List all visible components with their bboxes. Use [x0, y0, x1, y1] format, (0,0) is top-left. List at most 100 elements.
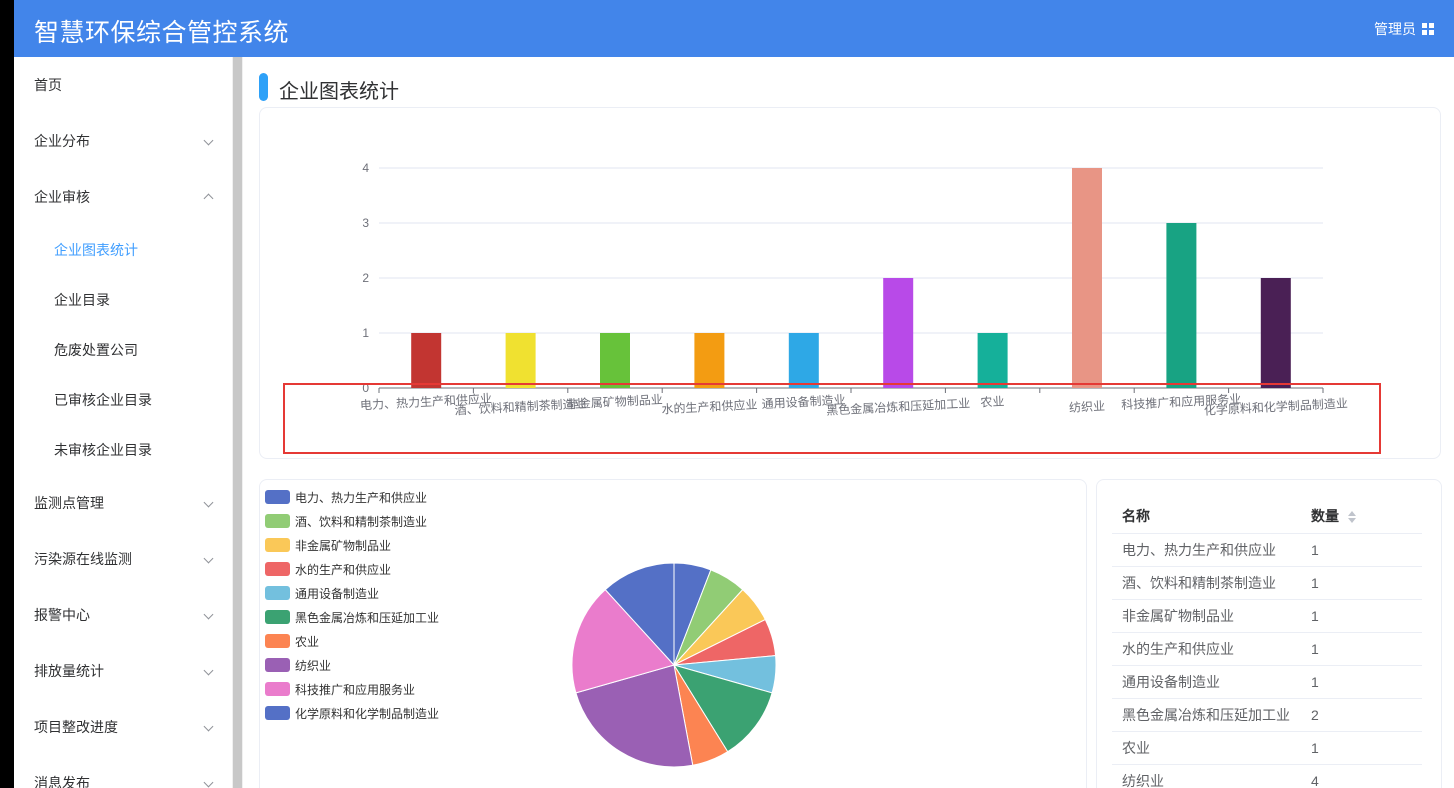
sidebar-item-online-monitoring[interactable]: 污染源在线监测	[14, 531, 232, 587]
legend-item[interactable]: 纺织业	[265, 653, 439, 677]
table-row[interactable]: 非金属矿物制品业 1	[1112, 599, 1422, 633]
legend-label: 通用设备制造业	[295, 586, 380, 601]
cell-name: 水的生产和供应业	[1112, 632, 1301, 666]
chevron-down-icon	[205, 643, 212, 699]
main-content: 企业图表统计 0 1 2 3 4 电力、热力生产和供应业 酒、饮料和精制茶制造业 非金属矿物制…	[243, 57, 1454, 788]
legend-swatch	[265, 634, 290, 648]
bar[interactable]	[1166, 223, 1197, 388]
x-tick-label: 科技推广和应用服务业	[1121, 391, 1242, 412]
sidebar-item-distribution[interactable]: 企业分布	[14, 113, 232, 169]
x-tick-label: 酒、饮料和精制茶制造业	[454, 396, 587, 418]
cell-count: 1	[1301, 632, 1422, 666]
cell-name: 酒、饮料和精制茶制造业	[1112, 566, 1301, 600]
column-header-count[interactable]: 数量	[1301, 499, 1422, 534]
pie-slice[interactable]	[604, 562, 675, 667]
legend-label: 纺织业	[295, 658, 332, 673]
table-row[interactable]: 农业 1	[1112, 731, 1422, 765]
y-tick-label: 2	[362, 271, 369, 285]
sidebar-item-rectification[interactable]: 项目整改进度	[14, 699, 232, 755]
cell-name: 纺织业	[1112, 764, 1301, 788]
bar[interactable]	[411, 333, 442, 388]
x-tick-label: 农业	[980, 394, 1005, 409]
x-tick-label: 纺织业	[1069, 399, 1106, 415]
sidebar-subitem-unaudited[interactable]: 未审核企业目录	[54, 442, 152, 458]
legend-item[interactable]: 化学原料和化学制品制造业	[265, 701, 439, 725]
sidebar-item-label: 项目整改进度	[34, 719, 118, 735]
bar[interactable]	[883, 278, 914, 388]
sidebar-subitem-directory[interactable]: 企业目录	[54, 292, 110, 308]
sidebar-subitem-chart-stats[interactable]: 企业图表统计	[54, 242, 138, 258]
chevron-up-icon	[205, 169, 212, 227]
chevron-down-icon	[205, 113, 212, 169]
sidebar-scroll-thumb[interactable]	[233, 57, 242, 788]
y-tick-label: 1	[362, 326, 369, 340]
grid-icon[interactable]	[1422, 23, 1434, 35]
legend-item[interactable]: 酒、饮料和精制茶制造业	[265, 509, 439, 533]
bar[interactable]	[600, 333, 630, 388]
table-row[interactable]: 通用设备制造业 1	[1112, 665, 1422, 699]
bar[interactable]	[505, 333, 536, 388]
legend-item[interactable]: 黑色金属冶炼和压延加工业	[265, 605, 439, 629]
cell-name: 农业	[1112, 731, 1301, 765]
sidebar: 首页 企业分布 企业审核 企业图表统计 企业目录 危废处置公司 已审核企业目录 …	[14, 57, 232, 788]
table-row[interactable]: 纺织业 4	[1112, 764, 1422, 788]
table-row[interactable]: 水的生产和供应业 1	[1112, 632, 1422, 666]
title-accent-bar	[259, 73, 268, 101]
legend-label: 电力、热力生产和供应业	[295, 490, 428, 505]
legend-label: 化学原料和化学制品制造业	[295, 706, 440, 721]
legend-item[interactable]: 电力、热力生产和供应业	[265, 485, 439, 509]
sidebar-item-label: 企业分布	[34, 133, 90, 149]
legend-swatch	[265, 658, 290, 672]
table-row[interactable]: 电力、热力生产和供应业 1	[1112, 533, 1422, 567]
chevron-down-icon	[205, 587, 212, 643]
cell-count: 4	[1301, 764, 1422, 788]
legend-item[interactable]: 科技推广和应用服务业	[265, 677, 439, 701]
x-tick-label: 非金属矿物制品业	[566, 392, 663, 412]
sidebar-item-audit[interactable]: 企业审核	[14, 169, 232, 225]
bar[interactable]	[1260, 278, 1291, 388]
sidebar-item-monitoring-points[interactable]: 监测点管理	[14, 475, 232, 531]
sidebar-item-home[interactable]: 首页	[14, 57, 232, 113]
bar[interactable]	[977, 333, 1008, 388]
legend-swatch	[265, 490, 290, 504]
bar-chart-card: 0 1 2 3 4 电力、热力生产和供应业 酒、饮料和精制茶制造业 非金属矿物制品业 水的生产和…	[259, 107, 1441, 459]
sidebar-subitem-hazardous-waste[interactable]: 危废处置公司	[54, 342, 138, 358]
sidebar-subitem-audited[interactable]: 已审核企业目录	[54, 392, 152, 408]
user-label[interactable]: 管理员	[1374, 21, 1416, 37]
chevron-down-icon	[205, 475, 212, 531]
legend-item[interactable]: 非金属矿物制品业	[265, 533, 439, 557]
sidebar-item-emission-stats[interactable]: 排放量统计	[14, 643, 232, 699]
sidebar-item-label: 消息发布	[34, 775, 90, 788]
legend-item[interactable]: 通用设备制造业	[265, 581, 439, 605]
sort-icon[interactable]	[1347, 510, 1357, 524]
sidebar-item-alarm-center[interactable]: 报警中心	[14, 587, 232, 643]
legend-swatch	[265, 706, 290, 720]
legend-label: 黑色金属冶炼和压延加工业	[295, 610, 440, 625]
column-header-count-label: 数量	[1311, 508, 1339, 524]
legend-item[interactable]: 水的生产和供应业	[265, 557, 439, 581]
sidebar-item-label: 报警中心	[34, 607, 90, 623]
cell-name: 非金属矿物制品业	[1112, 599, 1301, 633]
pie-chart	[571, 562, 777, 768]
legend-label: 农业	[295, 634, 320, 649]
legend-label: 科技推广和应用服务业	[295, 682, 416, 697]
highlight-box	[283, 383, 1381, 454]
table-row[interactable]: 酒、饮料和精制茶制造业 1	[1112, 566, 1422, 600]
table-header-row: 名称 数量	[1112, 499, 1422, 534]
bar[interactable]	[1072, 168, 1102, 388]
legend-item[interactable]: 农业	[265, 629, 439, 653]
legend-swatch	[265, 586, 290, 600]
pie-slice[interactable]	[571, 588, 675, 694]
pie-slice[interactable]	[575, 664, 694, 768]
table-row[interactable]: 黑色金属冶炼和压延加工业 2	[1112, 698, 1422, 732]
pie-slice[interactable]	[672, 664, 773, 753]
sidebar-item-messages[interactable]: 消息发布	[14, 755, 232, 788]
page-title: 企业图表统计	[279, 81, 399, 103]
column-header-name: 名称	[1112, 499, 1301, 534]
sidebar-item-label: 监测点管理	[34, 495, 104, 511]
bar[interactable]	[694, 333, 725, 388]
user-menu[interactable]: 管理员	[1374, 19, 1434, 39]
cell-name: 通用设备制造业	[1112, 665, 1301, 699]
x-tick-label: 通用设备制造业	[761, 393, 846, 411]
bar[interactable]	[788, 333, 819, 388]
